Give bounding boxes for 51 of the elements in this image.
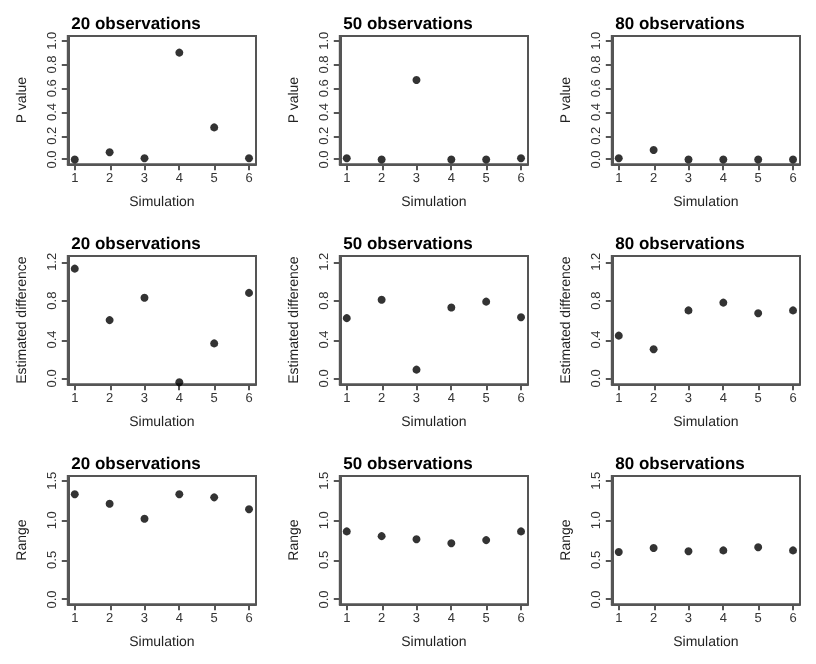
point <box>482 155 491 164</box>
point <box>210 493 219 502</box>
point <box>140 293 149 302</box>
point <box>70 490 79 499</box>
point <box>245 505 254 514</box>
point <box>517 313 526 322</box>
point <box>447 539 456 548</box>
chart-title: 50 observations <box>343 453 474 473</box>
point <box>377 295 386 304</box>
point <box>175 378 184 387</box>
point <box>210 123 219 132</box>
point <box>482 536 491 545</box>
point <box>482 297 491 306</box>
chart-title: 80 observations <box>615 233 746 253</box>
point <box>70 264 79 273</box>
point <box>210 339 219 348</box>
chart-title: 20 observations <box>71 453 202 473</box>
chart-title: 50 observations <box>343 13 474 33</box>
point <box>789 306 798 315</box>
point <box>245 154 254 163</box>
point <box>105 316 114 325</box>
point <box>175 48 184 57</box>
point <box>140 514 149 523</box>
chart-title: 20 observations <box>71 233 202 253</box>
point <box>175 490 184 499</box>
point <box>649 345 658 354</box>
point <box>614 331 623 340</box>
point <box>719 298 728 307</box>
chart-title: 20 observations <box>71 13 202 33</box>
point <box>412 75 421 84</box>
chart-title: 80 observations <box>615 13 746 33</box>
chart-title: 50 observations <box>343 233 474 253</box>
point <box>342 154 351 163</box>
point <box>412 365 421 374</box>
point <box>517 154 526 163</box>
point <box>412 535 421 544</box>
chart-title: 80 observations <box>615 453 746 473</box>
point <box>447 303 456 312</box>
point <box>105 499 114 508</box>
point <box>754 309 763 318</box>
point <box>377 155 386 164</box>
point <box>245 288 254 297</box>
point <box>517 527 526 536</box>
point <box>105 148 114 157</box>
point <box>342 314 351 323</box>
point <box>342 527 351 536</box>
point <box>140 154 149 163</box>
point <box>447 155 456 164</box>
point <box>684 306 693 315</box>
point <box>377 532 386 541</box>
point <box>70 155 79 164</box>
